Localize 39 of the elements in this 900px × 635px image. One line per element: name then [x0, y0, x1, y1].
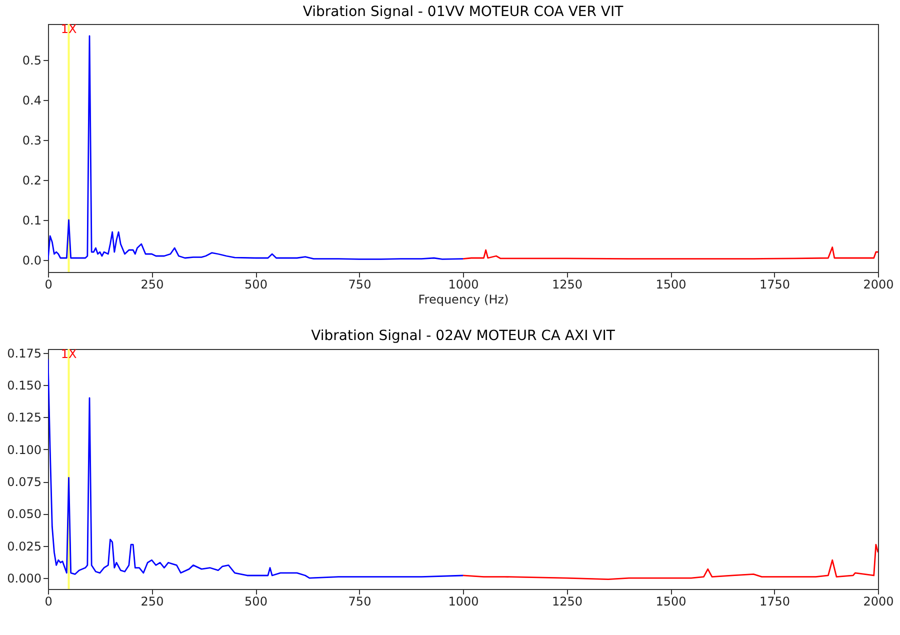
chart-title: Vibration Signal - 02AV MOTEUR CA AXI VIT: [311, 328, 616, 344]
y-tick-label: 0.100: [7, 442, 42, 457]
x-tick-label: 250: [140, 594, 164, 608]
y-tick-label: 0.050: [7, 507, 42, 522]
y-tick-label: 0.3: [22, 134, 42, 148]
y-tick-label: 0.075: [7, 475, 42, 490]
y-tick-label: 0.025: [7, 539, 42, 554]
line-series: [48, 358, 464, 579]
line-series: [48, 35, 464, 261]
y-tick-label: 0.175: [7, 346, 42, 360]
y-tick-label: 0.2: [22, 174, 42, 188]
y-tick-label: 0.0: [22, 254, 42, 268]
x-tick-label: 1750: [759, 278, 790, 292]
x-tick-label: 0: [44, 278, 52, 292]
x-tick-label: 2000: [863, 594, 894, 608]
x-tick-label: 0: [44, 594, 52, 608]
x-tick-label: 500: [244, 594, 268, 608]
x-tick-label: 1500: [656, 594, 686, 608]
x-tick-label: 1750: [759, 594, 790, 608]
x-tick-label: 1250: [552, 278, 583, 292]
x-tick-label: 250: [140, 278, 164, 292]
y-tick-label: 0.150: [7, 378, 42, 393]
x-tick-label: 2000: [863, 278, 894, 292]
y-tick-label: 0.125: [7, 410, 42, 425]
x-tick-label: 750: [348, 594, 372, 608]
x-axis-title: Frequency (Hz): [418, 292, 509, 306]
y-tick-label: 0.5: [22, 54, 42, 68]
chart-title: Vibration Signal - 01VV MOTEUR COA VER VIT: [302, 4, 624, 20]
y-tick-label: 0.4: [22, 94, 42, 108]
x-tick-label: 1000: [448, 594, 479, 608]
y-tick-label: 0.000: [7, 572, 42, 586]
x-tick-label: 1000: [448, 278, 479, 292]
x-tick-label: 1500: [656, 278, 686, 292]
x-tick-label: 750: [348, 278, 372, 292]
line-series: [462, 246, 878, 260]
x-tick-label: 500: [244, 278, 268, 292]
y-tick-label: 0.1: [22, 214, 42, 228]
line-series: [462, 544, 878, 580]
x-tick-label: 1250: [552, 594, 583, 608]
